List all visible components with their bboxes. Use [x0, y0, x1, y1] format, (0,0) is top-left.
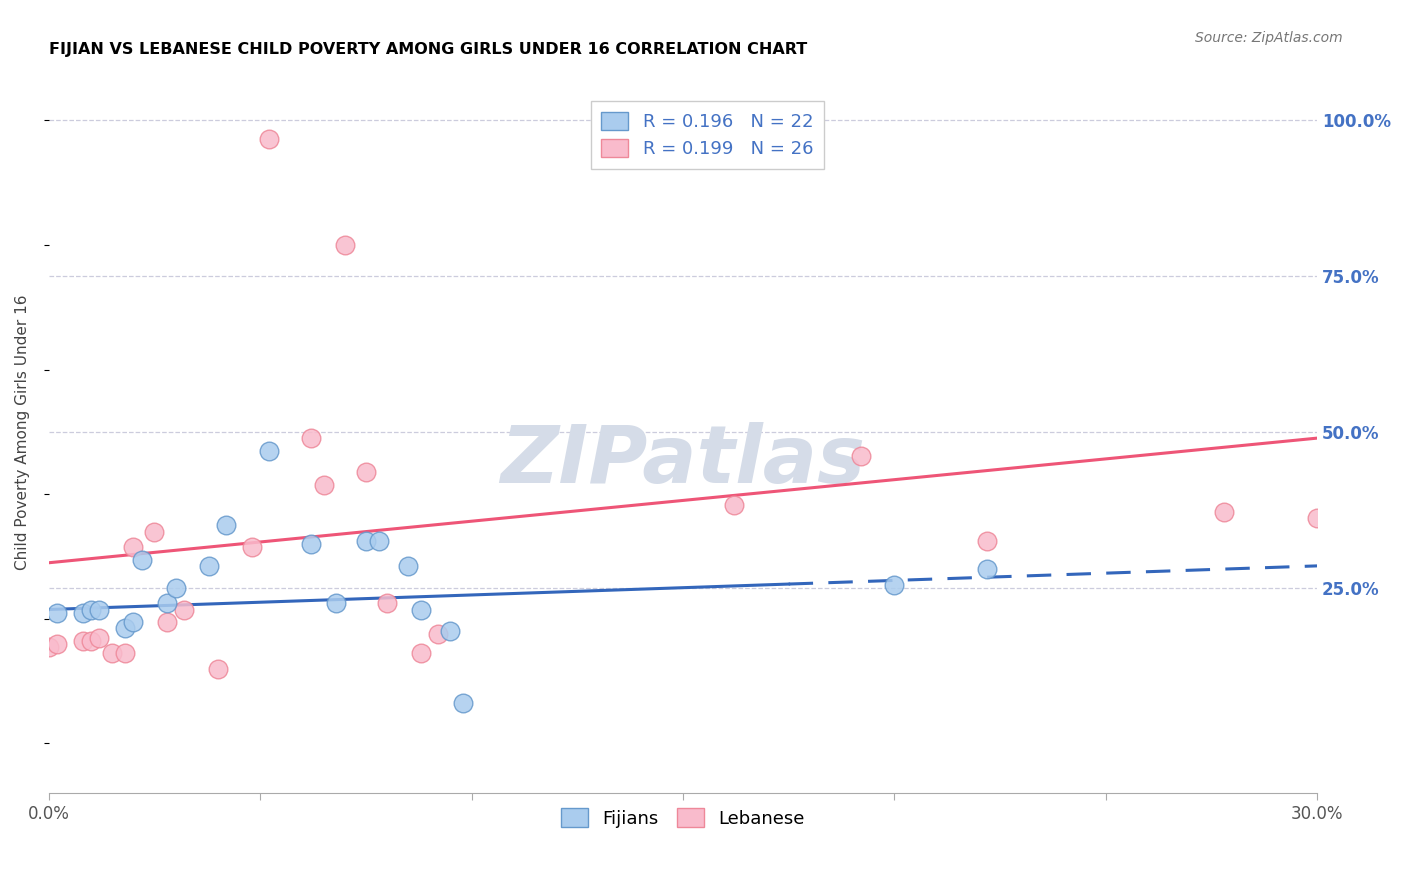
Point: [439, 624, 461, 639]
Point: [114, 646, 136, 660]
Text: ZIPatlas: ZIPatlas: [501, 422, 866, 500]
Point: [156, 615, 179, 629]
Point: [173, 602, 195, 616]
Point: [883, 577, 905, 591]
Point: [299, 431, 322, 445]
Y-axis label: Child Poverty Among Girls Under 16: Child Poverty Among Girls Under 16: [15, 294, 30, 570]
Point: [354, 466, 377, 480]
Point: [409, 646, 432, 660]
Point: [207, 662, 229, 676]
Point: [38, 640, 60, 654]
Point: [114, 621, 136, 635]
Point: [333, 238, 356, 252]
Point: [354, 533, 377, 548]
Point: [89, 602, 111, 616]
Point: [122, 540, 145, 554]
Point: [409, 602, 432, 616]
Text: Source: ZipAtlas.com: Source: ZipAtlas.com: [1195, 31, 1343, 45]
Point: [723, 499, 745, 513]
Point: [976, 533, 998, 548]
Point: [1213, 505, 1236, 519]
Point: [240, 540, 263, 554]
Point: [143, 524, 166, 539]
Point: [46, 606, 69, 620]
Point: [101, 646, 124, 660]
Point: [849, 449, 872, 463]
Point: [451, 696, 474, 710]
Text: FIJIAN VS LEBANESE CHILD POVERTY AMONG GIRLS UNDER 16 CORRELATION CHART: FIJIAN VS LEBANESE CHILD POVERTY AMONG G…: [49, 42, 807, 57]
Point: [198, 558, 221, 573]
Point: [1306, 511, 1329, 525]
Point: [312, 478, 335, 492]
Point: [375, 596, 398, 610]
Point: [72, 606, 94, 620]
Point: [396, 558, 419, 573]
Point: [46, 637, 69, 651]
Point: [976, 562, 998, 576]
Point: [122, 615, 145, 629]
Point: [80, 602, 103, 616]
Point: [257, 132, 280, 146]
Point: [426, 627, 449, 641]
Point: [72, 633, 94, 648]
Point: [165, 581, 187, 595]
Point: [89, 631, 111, 645]
Point: [215, 518, 238, 533]
Point: [299, 537, 322, 551]
Point: [156, 596, 179, 610]
Point: [257, 443, 280, 458]
Legend: Fijians, Lebanese: Fijians, Lebanese: [554, 801, 813, 835]
Point: [131, 552, 153, 566]
Point: [367, 533, 389, 548]
Point: [325, 596, 347, 610]
Point: [80, 633, 103, 648]
